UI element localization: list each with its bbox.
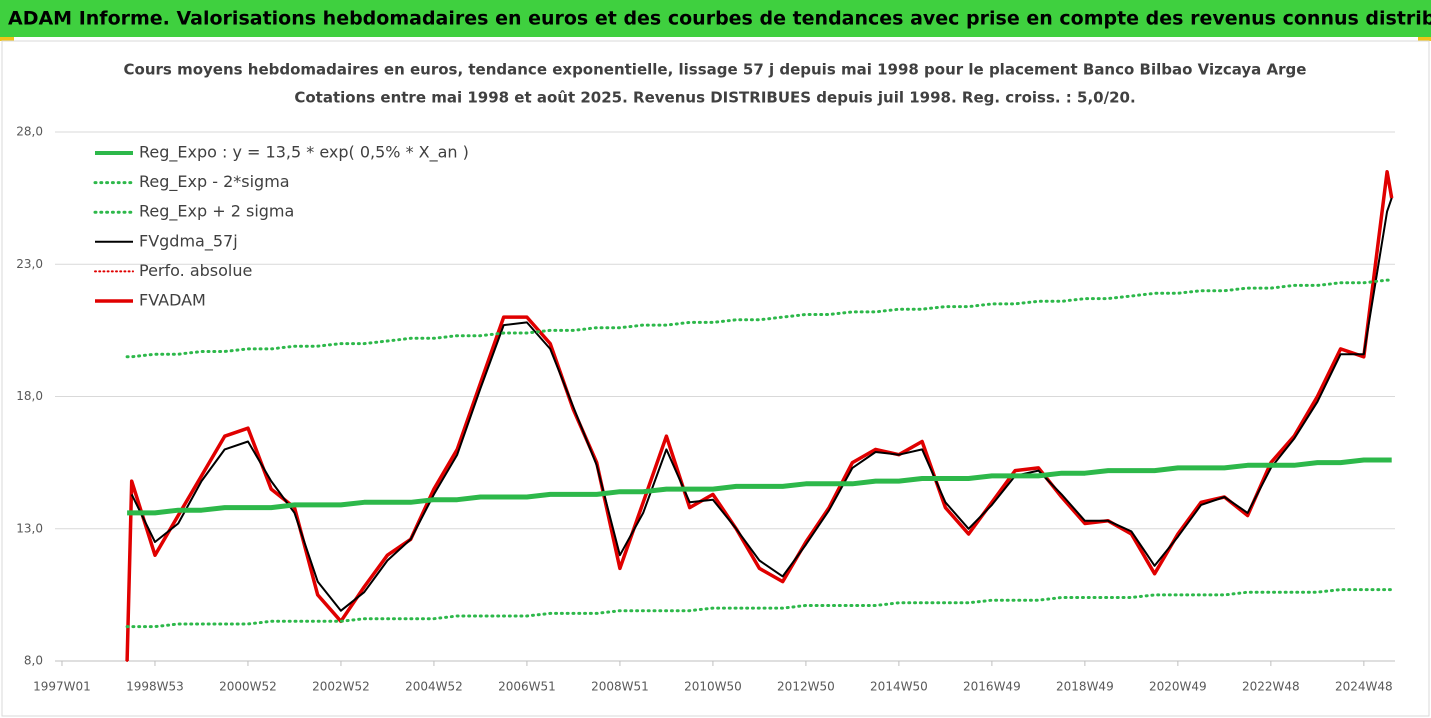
header-bar <box>0 0 1431 37</box>
x-tick-label: 2014W50 <box>870 680 928 694</box>
x-tick-label: 1998W53 <box>126 680 184 694</box>
x-tick-label: 2010W50 <box>684 680 742 694</box>
x-tick-label: 2016W49 <box>963 680 1021 694</box>
legend-label: FVADAM <box>139 291 206 310</box>
y-tick-label: 23,0 <box>16 257 43 271</box>
x-tick-label: 2004W52 <box>405 680 463 694</box>
corner-accent <box>1418 37 1431 41</box>
series-line <box>125 588 1394 629</box>
chart-subtitle: Cotations entre mai 1998 et août 2025. R… <box>294 89 1135 107</box>
x-tick-label: 2024W48 <box>1335 680 1393 694</box>
y-tick-label: 13,0 <box>16 521 43 535</box>
chart-title: Cours moyens hebdomadaires en euros, ten… <box>124 61 1307 79</box>
legend-label: FVgdma_57j <box>139 231 238 251</box>
corner-accent <box>0 37 14 41</box>
x-tick-label: 1997W01 <box>33 680 91 694</box>
x-tick-label: 2006W51 <box>498 680 556 694</box>
x-tick-label: 2008W51 <box>591 680 649 694</box>
series-line <box>126 170 1393 662</box>
x-tick-label: 2020W49 <box>1149 680 1207 694</box>
x-tick-label: 2012W50 <box>777 680 835 694</box>
series-line <box>130 197 1393 612</box>
legend-label: Reg_Expo : y = 13,5 * exp( 0,5% * X_an ) <box>139 143 469 163</box>
header-title: ADAM Informe. Valorisations hebdomadaire… <box>8 8 1431 30</box>
legend-label: Perfo. absolue <box>139 261 252 280</box>
y-tick-label: 28,0 <box>16 125 43 139</box>
x-tick-label: 2002W52 <box>312 680 370 694</box>
series-line <box>127 457 1392 516</box>
y-tick-label: 8,0 <box>24 654 43 668</box>
legend-label: Reg_Exp + 2 sigma <box>139 202 294 222</box>
x-tick-label: 2018W49 <box>1056 680 1114 694</box>
x-tick-label: 2022W48 <box>1242 680 1300 694</box>
series-line <box>125 278 1394 359</box>
y-tick-label: 18,0 <box>16 389 43 403</box>
x-tick-label: 2000W52 <box>219 680 277 694</box>
legend-label: Reg_Exp - 2*sigma <box>139 172 290 192</box>
chart-border <box>1 40 1430 717</box>
